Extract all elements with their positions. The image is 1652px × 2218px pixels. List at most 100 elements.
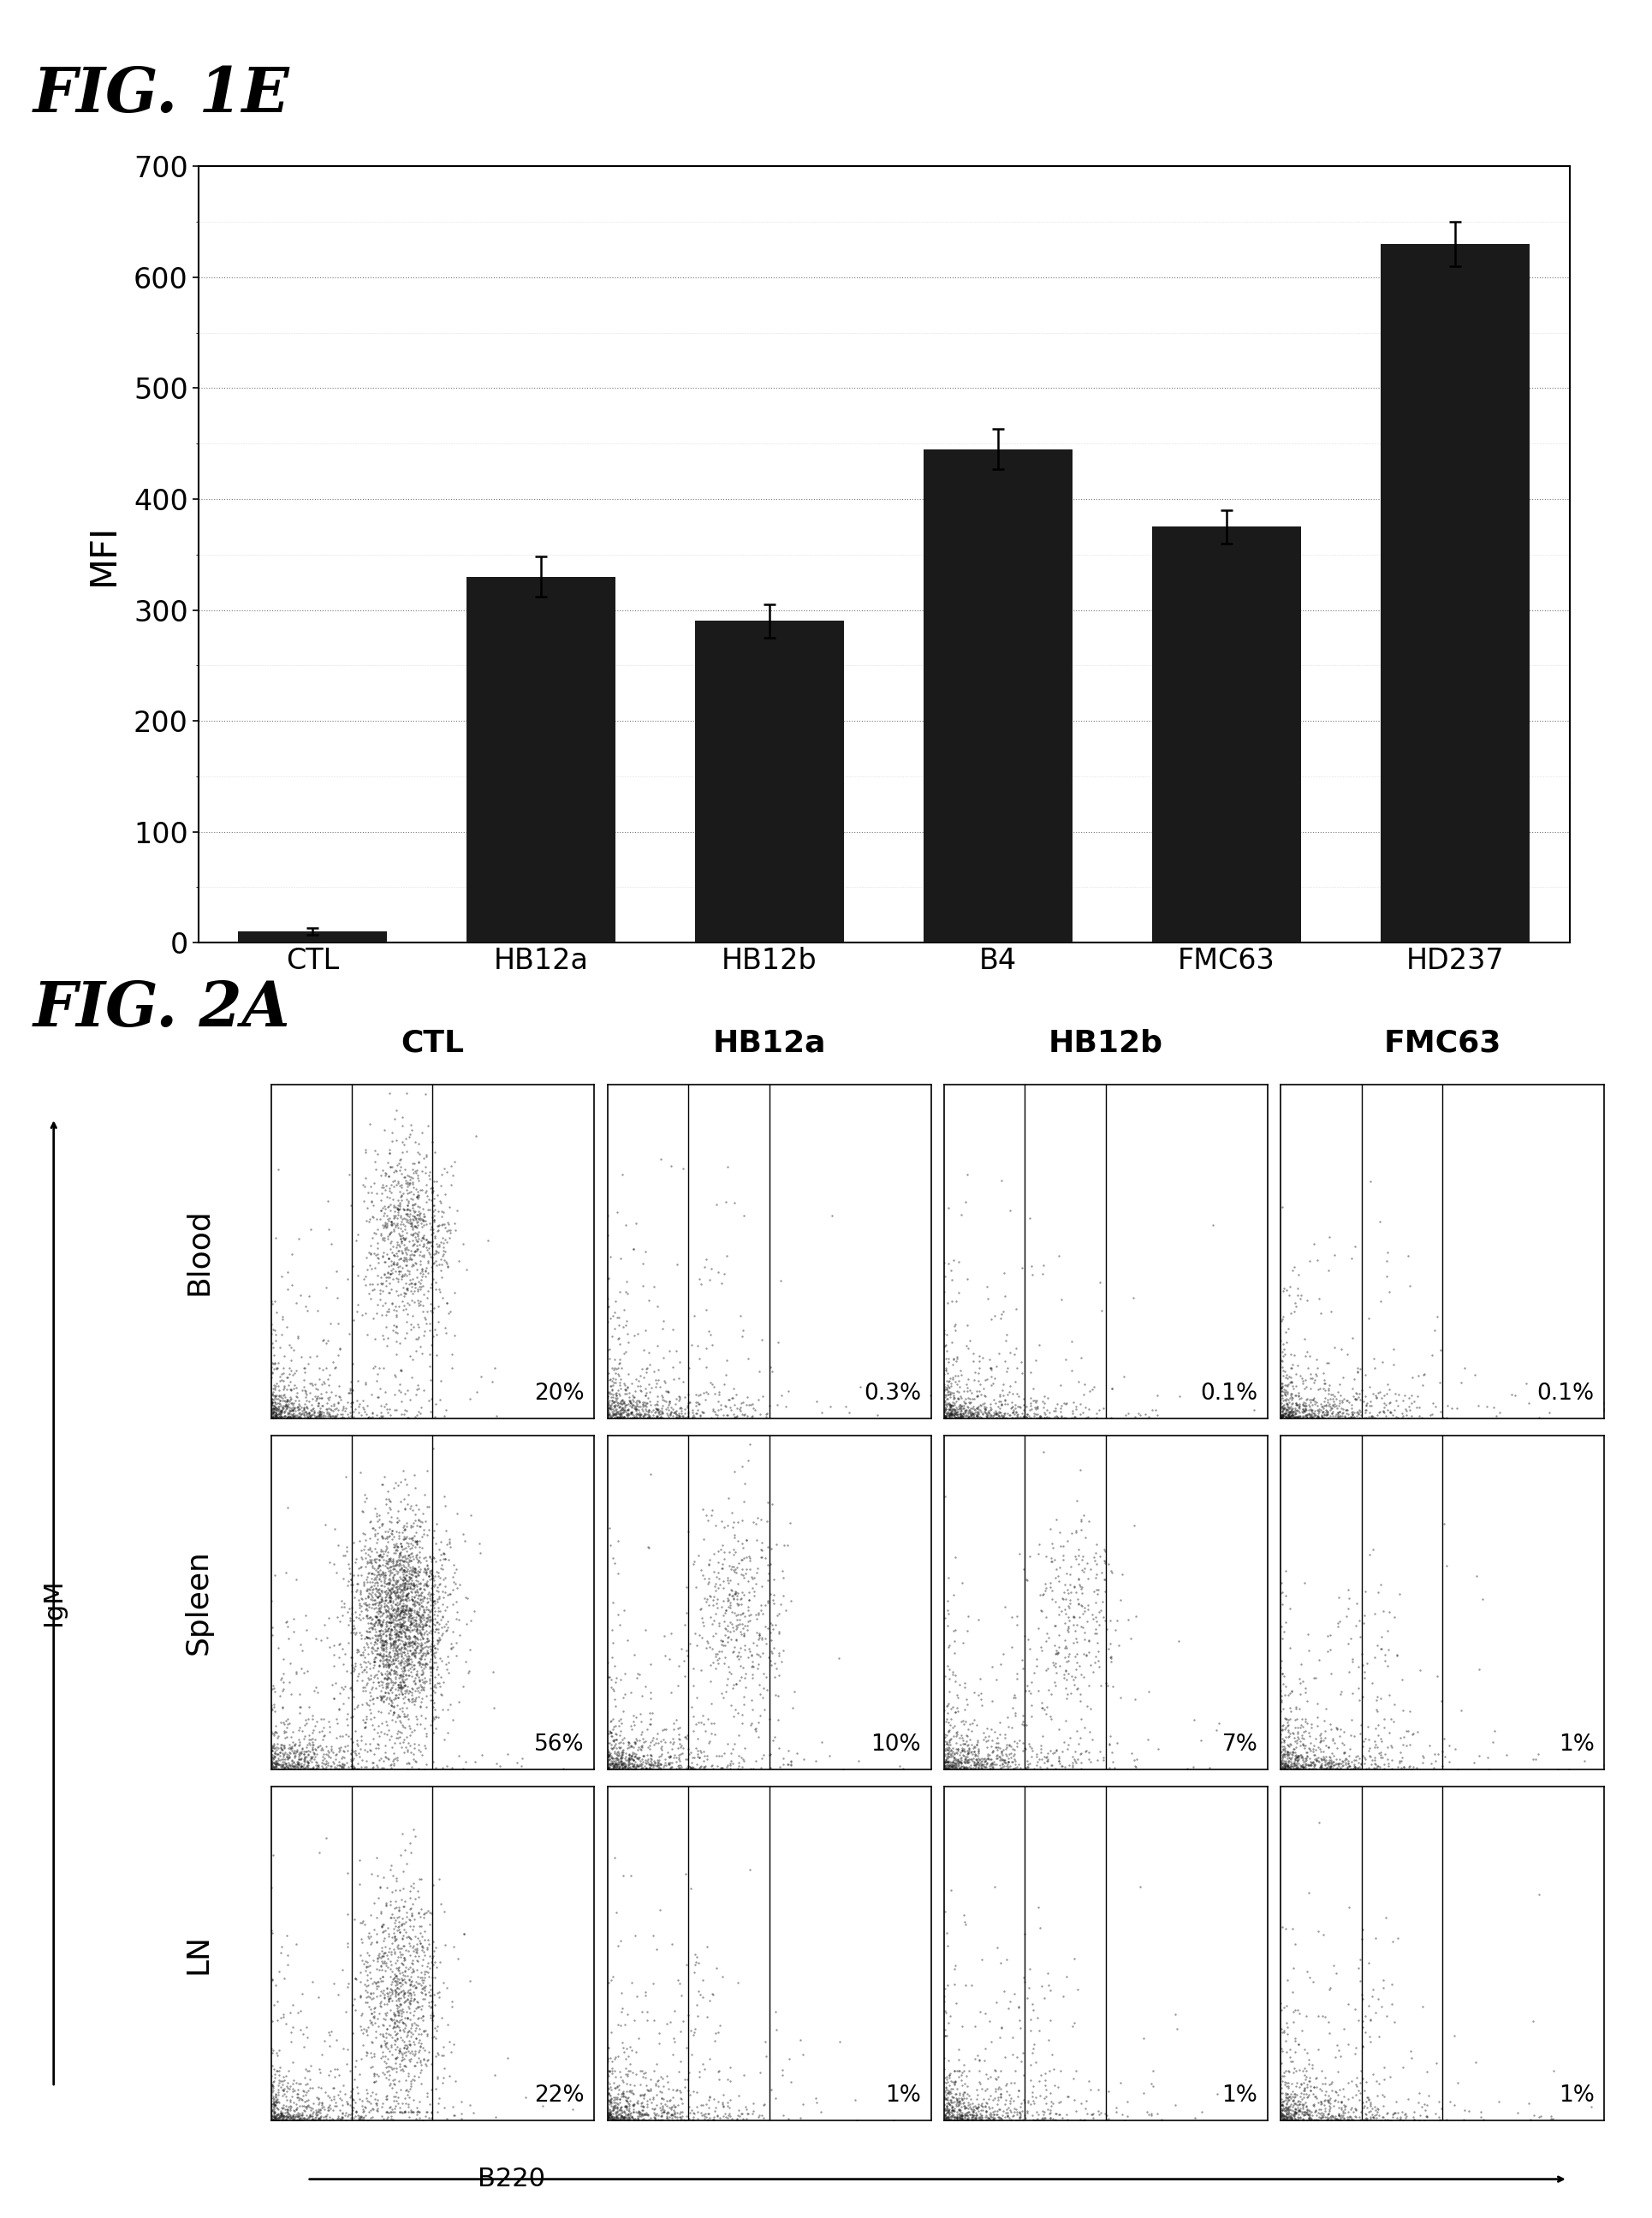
Point [392, 1637, 418, 1672]
Point [1298, 1388, 1325, 1424]
Point [380, 1548, 406, 1584]
Point [1284, 1393, 1310, 1428]
Point [382, 1626, 408, 1661]
Point [395, 1284, 421, 1320]
Point [392, 1983, 418, 2018]
Point [393, 1553, 420, 1588]
Point [963, 2096, 990, 2131]
Point [403, 1934, 430, 1970]
Point [378, 1204, 405, 1240]
Point [392, 1612, 418, 1648]
Point [945, 2085, 971, 2120]
Point [274, 2092, 301, 2127]
Point [431, 1894, 458, 1930]
Point [747, 1617, 773, 1652]
Point [938, 1369, 965, 1404]
Point [626, 1748, 653, 1783]
Point [387, 1353, 413, 1388]
Point [1303, 1342, 1330, 1377]
Point [943, 1732, 970, 1768]
Point [345, 1566, 372, 1601]
Point [385, 1601, 411, 1637]
Point [1275, 1397, 1302, 1433]
Point [1274, 1750, 1300, 1785]
Point [416, 1313, 443, 1349]
Point [729, 1542, 755, 1577]
Point [281, 1391, 307, 1426]
Point [278, 1386, 304, 1422]
Point [377, 1180, 403, 1215]
Point [378, 2001, 405, 2036]
Point [372, 1728, 398, 1763]
Point [342, 1712, 368, 1748]
Point [392, 1513, 418, 1548]
Point [606, 1386, 633, 1422]
Point [616, 2047, 643, 2083]
Point [388, 1632, 415, 1668]
Point [1361, 1739, 1388, 1774]
Point [610, 1750, 636, 1785]
Point [281, 2103, 307, 2138]
Point [430, 1586, 456, 1621]
Point [382, 1624, 408, 1659]
Point [410, 1238, 436, 1273]
Point [405, 1581, 431, 1617]
Point [392, 1573, 418, 1608]
Point [1275, 2096, 1302, 2131]
Point [387, 1584, 413, 1619]
Point [1269, 1344, 1295, 1380]
Point [608, 1743, 634, 1779]
Point [1520, 2098, 1546, 2134]
Point [405, 1306, 431, 1342]
Point [261, 2080, 287, 2116]
Point [596, 1240, 623, 1275]
Point [603, 1393, 629, 1428]
Point [595, 1282, 621, 1317]
Point [947, 1728, 973, 1763]
Point [299, 1752, 325, 1788]
Point [355, 1555, 382, 1590]
Point [1269, 1566, 1295, 1601]
Point [1571, 1743, 1597, 1779]
Point [368, 1639, 395, 1675]
Point [365, 1939, 392, 1974]
Point [410, 1655, 436, 1690]
Point [1328, 2100, 1355, 2136]
Point [955, 2098, 981, 2134]
Point [1279, 1380, 1305, 1415]
Point [1267, 1750, 1294, 1785]
Point [258, 2076, 284, 2112]
Point [266, 1331, 292, 1366]
Point [276, 1380, 302, 1415]
Point [950, 2098, 976, 2134]
Point [601, 2069, 628, 2105]
Point [258, 1715, 284, 1750]
Point [631, 1397, 657, 1433]
Point [401, 1220, 428, 1255]
Point [357, 1615, 383, 1650]
Point [1006, 1537, 1032, 1573]
Point [1295, 1386, 1322, 1422]
Point [349, 1581, 375, 1617]
Point [990, 1293, 1016, 1329]
Point [702, 2089, 729, 2125]
Point [428, 1677, 454, 1712]
Point [935, 2103, 961, 2138]
Point [264, 1726, 291, 1761]
Point [383, 1976, 410, 2012]
Point [1365, 1730, 1391, 1766]
Point [258, 2072, 284, 2107]
Point [378, 1688, 405, 1723]
Point [1267, 2094, 1294, 2129]
Point [368, 1273, 395, 1309]
Point [598, 2103, 624, 2138]
Point [296, 2098, 322, 2134]
Point [268, 2098, 294, 2134]
Point [1008, 1750, 1034, 1785]
Point [943, 1715, 970, 1750]
Point [932, 1743, 958, 1779]
Point [1270, 1397, 1297, 1433]
Point [1272, 2067, 1298, 2103]
Point [383, 1207, 410, 1242]
Point [947, 1391, 973, 1426]
